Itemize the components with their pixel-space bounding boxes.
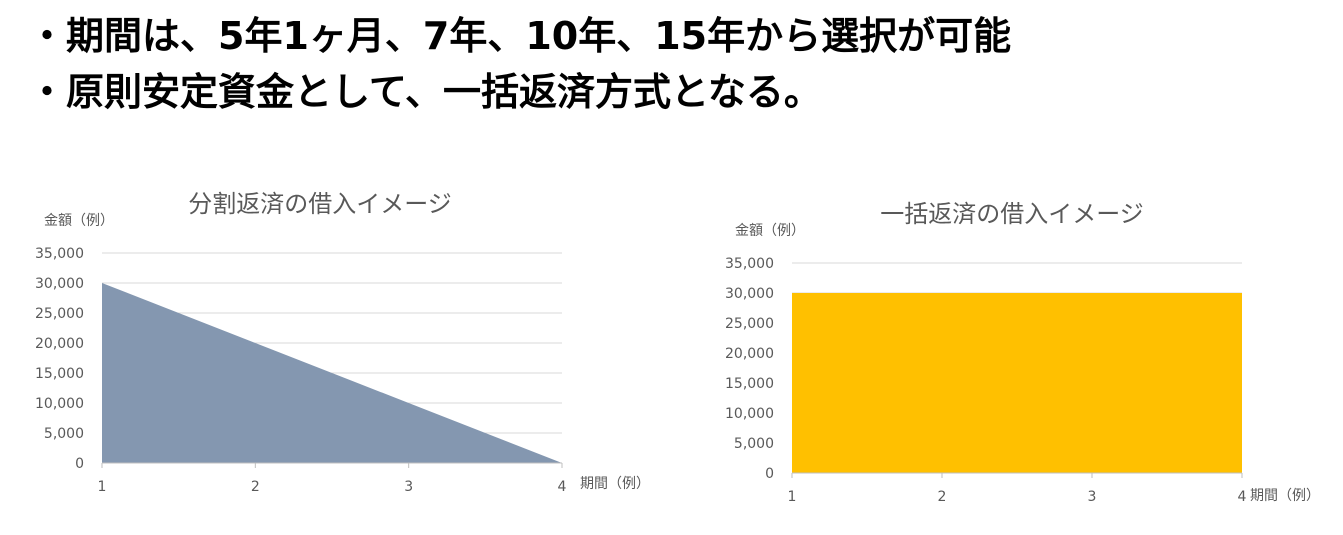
y-tick-label: 0 xyxy=(765,466,774,482)
x-tick-label: 1 xyxy=(788,489,797,505)
y-axis-label: 金額（例） xyxy=(44,213,114,229)
y-tick-label: 5,000 xyxy=(734,436,774,452)
x-tick-label: 4 xyxy=(558,479,567,495)
y-tick-label: 0 xyxy=(75,456,84,472)
bullet-list: ・期間は、5年1ヶ月、7年、10年、15年から選択が可能 ・原則安定資金として、… xyxy=(28,8,1011,120)
y-tick-label: 30,000 xyxy=(35,276,84,292)
area-series xyxy=(102,283,562,463)
y-tick-label: 35,000 xyxy=(35,246,84,262)
x-axis-label: 期間（例） xyxy=(580,476,650,492)
y-tick-label: 35,000 xyxy=(725,256,774,272)
y-axis-label: 金額（例） xyxy=(735,223,805,239)
y-tick-label: 30,000 xyxy=(725,286,774,302)
x-tick-label: 3 xyxy=(404,479,413,495)
x-tick-label: 2 xyxy=(938,489,947,505)
x-axis-label: 期間（例） xyxy=(1250,488,1320,504)
y-tick-label: 5,000 xyxy=(44,426,84,442)
bullet-period-options: ・期間は、5年1ヶ月、7年、10年、15年から選択が可能 xyxy=(28,14,1012,58)
y-tick-label: 15,000 xyxy=(35,366,84,382)
x-tick-label: 4 xyxy=(1238,489,1247,505)
area-series xyxy=(792,293,1242,473)
lump-sum-repayment-chart: 一括返済の借入イメージ 金額（例） 期間（例） 0 5,000 10,000 15,0… xyxy=(725,200,1320,505)
chart-title: 分割返済の借入イメージ xyxy=(188,190,452,218)
x-tick-label: 3 xyxy=(1088,489,1097,505)
x-tick-label: 1 xyxy=(98,479,107,495)
y-tick-label: 20,000 xyxy=(725,346,774,362)
chart-title: 一括返済の借入イメージ xyxy=(880,200,1144,228)
bullet-repayment-method: ・原則安定資金として、一括返済方式となる。 xyxy=(28,70,822,114)
y-tick-label: 10,000 xyxy=(35,396,84,412)
y-tick-label: 25,000 xyxy=(725,316,774,332)
y-tick-label: 15,000 xyxy=(725,376,774,392)
y-tick-label: 20,000 xyxy=(35,336,84,352)
installment-repayment-chart: 分割返済の借入イメージ 金額（例） 期間（例） 0 5,000 10,000 15,0… xyxy=(35,190,650,495)
y-tick-label: 25,000 xyxy=(35,306,84,322)
x-tick-label: 2 xyxy=(251,479,260,495)
y-tick-label: 10,000 xyxy=(725,406,774,422)
